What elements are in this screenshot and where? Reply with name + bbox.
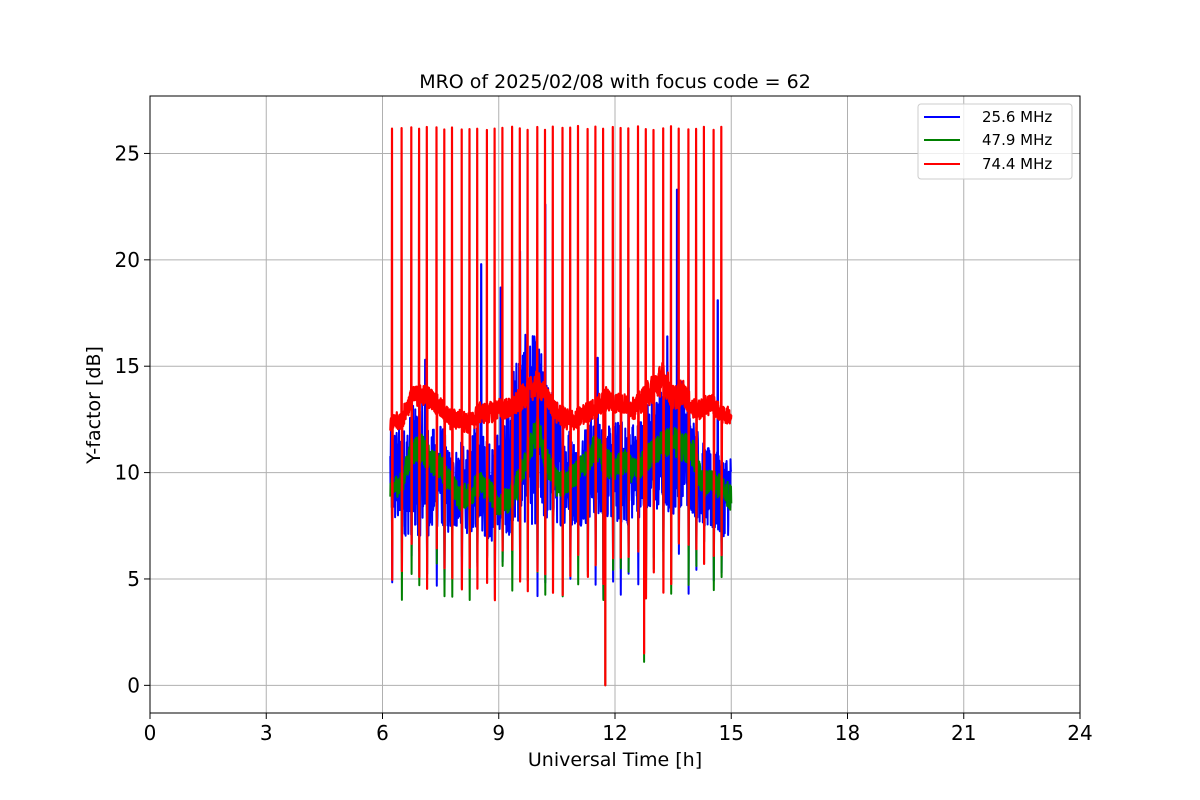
x-tick-label: 9 bbox=[492, 721, 505, 745]
x-axis: 0 3 6 9 12 15 18 21 24 bbox=[144, 713, 1093, 745]
x-tick-label: 18 bbox=[835, 721, 860, 745]
y-axis-label: Y-factor [dB] bbox=[83, 346, 105, 465]
x-tick-label: 3 bbox=[260, 721, 273, 745]
x-tick-label: 0 bbox=[144, 721, 157, 745]
legend-label-25-6: 25.6 MHz bbox=[982, 108, 1052, 126]
series-line-74-4-mhz bbox=[389, 124, 733, 687]
x-axis-label: Universal Time [h] bbox=[528, 749, 702, 771]
x-tick-label: 15 bbox=[719, 721, 744, 745]
y-tick-label: 15 bbox=[115, 354, 140, 378]
y-tick-label: 25 bbox=[115, 141, 140, 165]
legend: 25.6 MHz 47.9 MHz 74.4 MHz bbox=[917, 103, 1073, 180]
x-tick-label: 24 bbox=[1067, 721, 1092, 745]
y-tick-label: 0 bbox=[127, 673, 140, 697]
chart-title: MRO of 2025/02/08 with focus code = 62 bbox=[419, 71, 811, 93]
y-axis: 0 5 10 15 20 25 bbox=[115, 141, 150, 697]
y-tick-label: 10 bbox=[115, 461, 140, 485]
y-tick-label: 5 bbox=[127, 567, 140, 591]
legend-label-74-4: 74.4 MHz bbox=[982, 155, 1052, 173]
plot-area bbox=[389, 124, 733, 687]
x-tick-label: 6 bbox=[376, 721, 389, 745]
legend-box bbox=[917, 103, 1073, 180]
x-tick-label: 12 bbox=[602, 721, 627, 745]
legend-label-47-9: 47.9 MHz bbox=[982, 131, 1052, 149]
y-tick-label: 20 bbox=[115, 248, 140, 272]
x-tick-label: 21 bbox=[951, 721, 976, 745]
